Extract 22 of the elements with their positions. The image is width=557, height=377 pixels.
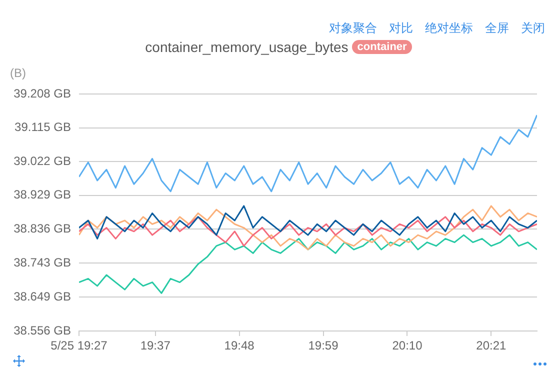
- y-tick-label: 38.836 GB: [14, 222, 71, 236]
- text: container: [352, 40, 412, 54]
- text: 关闭: [521, 20, 545, 37]
- y-tick-label: 39.208 GB: [14, 86, 71, 100]
- x-tick-label: 5/25 19:27: [50, 338, 108, 353]
- x-tick-label: 19:48: [224, 338, 255, 353]
- chart-title: container_memory_usage_bytes: [145, 39, 348, 55]
- text: 全屏: [485, 20, 509, 37]
- y-tick-label: 38.743 GB: [14, 255, 71, 270]
- x-tick-label: 19:37: [140, 338, 171, 353]
- y-tick-label: 38.929 GB: [14, 188, 71, 202]
- y-tick-label: 39.022 GB: [14, 154, 71, 168]
- y-tick-label: 38.649 GB: [14, 290, 71, 304]
- text: 对象聚合: [329, 20, 377, 37]
- text: 对比: [389, 20, 413, 37]
- y-axis-title: (B): [10, 66, 26, 80]
- x-tick-label: 19:59: [308, 338, 339, 353]
- y-tick-label: 39.115 GB: [14, 120, 71, 134]
- x-tick-label: 20:21: [476, 338, 507, 353]
- x-tick-label: 20:10: [392, 338, 423, 353]
- text: 绝对坐标: [425, 20, 473, 37]
- y-tick-label: 38.556 GB: [14, 323, 71, 338]
